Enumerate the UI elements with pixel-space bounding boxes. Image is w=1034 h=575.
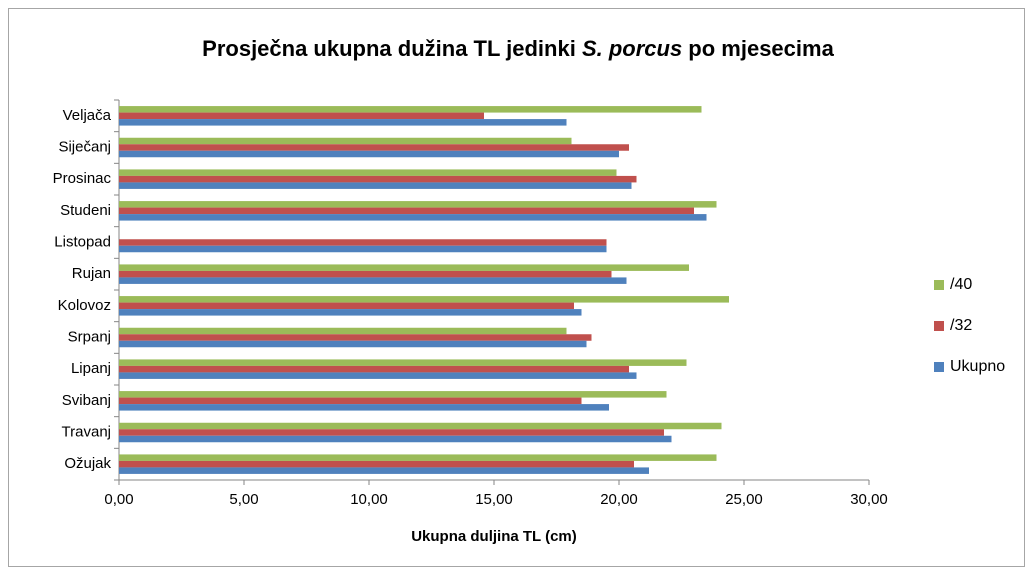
bar xyxy=(119,435,672,443)
bar xyxy=(119,169,617,176)
legend-label: /32 xyxy=(950,317,972,334)
bar xyxy=(119,182,632,189)
bar xyxy=(119,277,627,284)
bar xyxy=(119,296,729,303)
x-axis-label: Ukupna duljina TL (cm) xyxy=(411,528,577,545)
x-tick-label: 5,00 xyxy=(229,491,258,508)
x-tick-label: 10,00 xyxy=(350,491,388,508)
y-tick-label: Lipanj xyxy=(71,360,111,377)
bar xyxy=(119,460,634,468)
y-tick-label: Ožujak xyxy=(64,455,111,472)
bar xyxy=(119,365,629,373)
bar xyxy=(119,112,484,120)
bar xyxy=(119,207,694,215)
bar xyxy=(119,175,637,183)
chart-title: Prosječna ukupna dužina TL jedinki S. po… xyxy=(202,36,834,61)
y-tick-label: Veljača xyxy=(63,107,112,124)
legend-swatch xyxy=(934,362,944,372)
x-tick-label: 20,00 xyxy=(600,491,638,508)
y-tick-label: Kolovoz xyxy=(58,297,111,314)
bar xyxy=(119,137,572,145)
bar xyxy=(119,239,607,246)
bar xyxy=(119,201,717,208)
bar xyxy=(119,422,722,430)
bar xyxy=(119,397,582,405)
title-segment: Prosječna ukupna dužina TL jedinki xyxy=(202,36,582,61)
bar xyxy=(119,429,664,436)
title-segment: po mjesecima xyxy=(682,36,834,61)
bar xyxy=(119,372,637,379)
bar xyxy=(119,309,582,316)
y-tick-label: Studeni xyxy=(60,202,111,219)
legend-label: /40 xyxy=(950,276,972,293)
legend-label: Ukupno xyxy=(950,358,1005,375)
title-segment: S. porcus xyxy=(582,36,682,61)
bar xyxy=(119,150,619,158)
bar xyxy=(119,214,707,221)
bar xyxy=(119,270,612,278)
bar xyxy=(119,404,609,411)
x-tick-label: 30,00 xyxy=(850,491,888,508)
bar xyxy=(119,454,717,461)
y-tick-label: Rujan xyxy=(72,265,111,282)
bar xyxy=(119,264,689,271)
x-tick-label: 15,00 xyxy=(475,491,513,508)
legend-swatch xyxy=(934,280,944,290)
legend-swatch xyxy=(934,321,944,331)
bar xyxy=(119,467,649,474)
bar xyxy=(119,302,574,310)
y-tick-label: Svibanj xyxy=(62,392,111,409)
bar xyxy=(119,245,607,253)
y-tick-label: Siječanj xyxy=(58,138,111,155)
x-tick-label: 0,00 xyxy=(104,491,133,508)
bar xyxy=(119,327,567,335)
bar xyxy=(119,106,702,113)
y-tick-label: Prosinac xyxy=(53,170,112,187)
y-tick-label: Srpanj xyxy=(68,328,111,345)
bar xyxy=(119,391,667,398)
y-tick-label: Listopad xyxy=(54,233,111,250)
bar xyxy=(119,340,587,348)
bar xyxy=(119,144,629,151)
bar xyxy=(119,119,567,126)
bar xyxy=(119,334,592,341)
bar xyxy=(119,359,687,366)
y-tick-label: Travanj xyxy=(62,423,111,440)
chart-border xyxy=(8,8,1025,567)
x-tick-label: 25,00 xyxy=(725,491,763,508)
